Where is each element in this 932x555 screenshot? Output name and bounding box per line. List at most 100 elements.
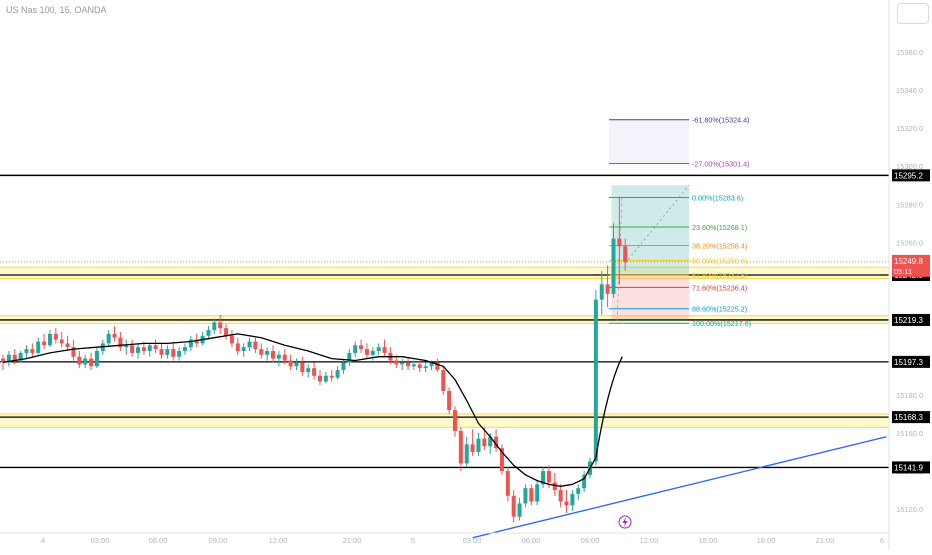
candle-body <box>229 335 234 344</box>
candle-body <box>212 322 217 331</box>
x-tick-label: 03:00 <box>91 536 110 545</box>
candle <box>112 326 117 342</box>
candle-body <box>529 488 534 502</box>
candle <box>382 339 387 357</box>
candle <box>411 360 416 371</box>
candle-body <box>535 484 540 502</box>
candle <box>276 351 281 367</box>
candle-body <box>546 471 551 483</box>
settings-button[interactable] <box>897 3 929 24</box>
candle-body <box>300 362 305 372</box>
candle-body <box>523 488 528 504</box>
candle-body <box>570 493 575 506</box>
candle <box>417 360 422 372</box>
candle-body <box>576 488 581 494</box>
x-tick-label: 4 <box>41 536 45 545</box>
flash-icon[interactable] <box>618 515 632 529</box>
candle <box>535 480 540 506</box>
candle-body <box>42 341 47 346</box>
level-badge-label: 15295.2 <box>894 171 923 180</box>
candle <box>212 318 217 334</box>
candle-body <box>83 358 88 365</box>
candles-layer <box>1 196 628 523</box>
candle <box>353 341 358 357</box>
candle <box>482 427 487 451</box>
candle <box>253 337 258 353</box>
candle <box>400 358 405 371</box>
candle-body <box>599 284 604 300</box>
countdown-label: 05:11 <box>894 267 912 276</box>
x-tick-label: 21:00 <box>816 536 835 545</box>
candle <box>235 337 240 355</box>
moving-average-line <box>2 333 597 487</box>
level-badge <box>892 411 930 424</box>
candle-body <box>24 349 29 353</box>
candle <box>136 343 141 359</box>
candle-body <box>582 474 587 489</box>
candle <box>83 354 88 369</box>
candle-body <box>94 351 99 367</box>
candle <box>12 349 17 365</box>
candle-body <box>89 358 94 367</box>
candle <box>441 366 446 395</box>
candle-body <box>224 328 229 336</box>
candle-body <box>511 495 516 517</box>
current-price-badge <box>892 254 930 277</box>
candle-body <box>488 436 493 447</box>
candle <box>376 343 381 355</box>
candle <box>582 471 587 492</box>
candle <box>617 196 622 285</box>
x-tick-label: 18:00 <box>757 536 776 545</box>
level-badge <box>892 461 930 474</box>
candle-body <box>517 503 522 517</box>
candle <box>71 339 76 361</box>
candle-body <box>312 368 317 376</box>
x-tick-label: 5 <box>411 536 415 545</box>
y-tick-label: 15120.0 <box>896 505 923 514</box>
candle-body <box>153 345 158 350</box>
y-tick-label: 15320.0 <box>896 124 923 133</box>
candle <box>147 343 152 357</box>
candle <box>42 333 47 350</box>
candle-body <box>611 238 616 294</box>
y-tick-label: 15360.0 <box>896 48 923 57</box>
candle <box>1 354 5 371</box>
candle <box>623 238 628 271</box>
x-tick-label: 06:00 <box>149 536 168 545</box>
candle <box>499 444 504 475</box>
candle-body <box>71 347 76 357</box>
candle-body <box>259 349 264 355</box>
candle <box>130 339 135 357</box>
x-tick-label: 12:00 <box>640 536 659 545</box>
level-badge <box>892 313 930 326</box>
symbol-title: US Nas 100, 15, OANDA <box>6 5 107 15</box>
candle-body <box>505 471 510 496</box>
x-tick-label: 15:00 <box>699 536 718 545</box>
candle-body <box>429 362 434 367</box>
candle-body <box>470 444 475 452</box>
fib-level-label: 23.60%(15268.1) <box>692 223 747 232</box>
candle-body <box>364 349 369 355</box>
candle <box>423 362 428 372</box>
level-badge <box>892 169 930 182</box>
candle <box>182 343 187 355</box>
candle-body <box>118 337 123 348</box>
candle <box>605 265 610 308</box>
level-badge-label: 15141.9 <box>894 463 923 472</box>
candle-body <box>347 352 352 363</box>
moving-average-layer <box>2 333 623 487</box>
candle-body <box>593 299 598 462</box>
x-tick-label: 09:00 <box>209 536 228 545</box>
candle <box>6 351 11 367</box>
candle-body <box>276 354 281 359</box>
fib-level-label: 50.00%(15250.6) <box>692 256 747 265</box>
candle-body <box>47 333 52 346</box>
candle-body <box>623 246 628 262</box>
candle <box>159 343 164 359</box>
candle <box>552 472 557 496</box>
fib-level-label: -61.80%(15324.4) <box>692 116 750 125</box>
x-tick-label: 12:00 <box>269 536 288 545</box>
candle <box>329 370 334 382</box>
